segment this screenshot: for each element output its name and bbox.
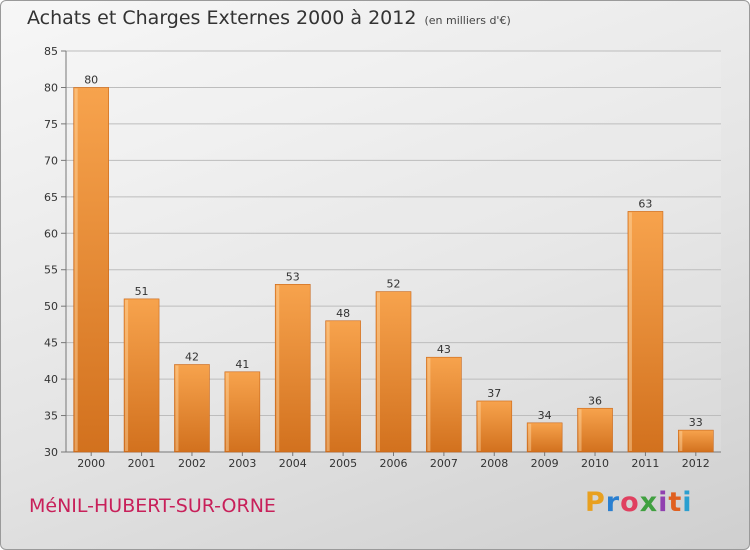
bar-2007 bbox=[426, 356, 462, 453]
x-tick-label: 2003 bbox=[228, 457, 256, 470]
y-tick-label: 65 bbox=[44, 191, 58, 204]
bar-highlight bbox=[628, 212, 632, 451]
data-label-2001: 51 bbox=[135, 285, 149, 298]
commune-name: MéNIL-HUBERT-SUR-ORNE bbox=[29, 495, 276, 517]
bar-2002 bbox=[174, 364, 210, 453]
y-tick-label: 70 bbox=[44, 154, 58, 167]
bar-highlight bbox=[276, 285, 280, 451]
labels: 30 35 40 45 50 55 60 65 70 75 80 85 80 2000 51 2001 42 20… bbox=[44, 45, 710, 470]
data-label-2004: 53 bbox=[286, 270, 300, 283]
data-label-2011: 63 bbox=[638, 197, 652, 210]
bar-highlight bbox=[477, 401, 481, 451]
data-label-2010: 36 bbox=[588, 394, 602, 407]
y-tick-label: 30 bbox=[44, 446, 58, 459]
chart-title-text: Achats et Charges Externes 2000 à 2012 bbox=[27, 7, 417, 29]
data-label-2006: 52 bbox=[387, 278, 401, 291]
chart-title: Achats et Charges Externes 2000 à 2012 (e… bbox=[27, 7, 511, 29]
bar-highlight bbox=[225, 372, 229, 451]
bar-2006 bbox=[375, 291, 412, 453]
x-tick-label: 2004 bbox=[279, 457, 307, 470]
x-tick-label: 2011 bbox=[631, 457, 659, 470]
bar-highlight bbox=[175, 365, 179, 451]
bar-2004 bbox=[274, 284, 311, 453]
bar-2005 bbox=[325, 320, 361, 453]
x-tick-label: 2010 bbox=[581, 457, 609, 470]
data-label-2009: 34 bbox=[538, 409, 552, 422]
y-tick-label: 50 bbox=[44, 300, 58, 313]
bar-2010 bbox=[577, 407, 613, 453]
bars bbox=[73, 87, 714, 453]
bar-highlight bbox=[326, 321, 330, 451]
bar-highlight bbox=[528, 423, 532, 451]
bar-highlight bbox=[578, 409, 582, 451]
x-tick-label: 2001 bbox=[128, 457, 156, 470]
proxiti-logo[interactable]: Proxiti bbox=[585, 487, 693, 518]
x-tick-label: 2009 bbox=[531, 457, 559, 470]
bar-highlight bbox=[74, 88, 78, 452]
data-label-2003: 41 bbox=[235, 358, 249, 371]
y-tick-label: 35 bbox=[44, 410, 58, 423]
bar-2012 bbox=[678, 429, 714, 453]
x-tick-label: 2006 bbox=[380, 457, 408, 470]
y-tick-label: 75 bbox=[44, 118, 58, 131]
x-tick-label: 2007 bbox=[430, 457, 458, 470]
x-tick-label: 2005 bbox=[329, 457, 357, 470]
data-label-2008: 37 bbox=[487, 387, 501, 400]
x-tick-label: 2002 bbox=[178, 457, 206, 470]
bar-2001 bbox=[123, 298, 160, 453]
y-tick-label: 60 bbox=[44, 227, 58, 240]
chart-subtitle: (en milliers d'€) bbox=[424, 14, 511, 27]
data-label-2002: 42 bbox=[185, 351, 199, 364]
y-tick-label: 40 bbox=[44, 373, 58, 386]
x-tick-label: 2000 bbox=[77, 457, 105, 470]
data-label-2012: 33 bbox=[689, 416, 703, 429]
bar-2003 bbox=[224, 371, 261, 453]
x-tick-label: 2012 bbox=[682, 457, 710, 470]
data-label-2007: 43 bbox=[437, 343, 451, 356]
bar-2008 bbox=[476, 400, 513, 453]
y-tick-label: 45 bbox=[44, 337, 58, 350]
y-tick-label: 80 bbox=[44, 81, 58, 94]
bar-2009 bbox=[526, 422, 563, 453]
bar-highlight bbox=[427, 358, 431, 451]
y-tick-label: 55 bbox=[44, 264, 58, 277]
data-label-2005: 48 bbox=[336, 307, 350, 320]
bar-highlight bbox=[377, 292, 380, 451]
data-label-2000: 80 bbox=[84, 73, 98, 86]
bar-highlight bbox=[679, 431, 683, 451]
y-tick-label: 85 bbox=[44, 45, 58, 58]
bar-2000 bbox=[73, 87, 109, 453]
bar-highlight bbox=[125, 299, 129, 451]
bar-2011 bbox=[627, 211, 664, 453]
x-tick-label: 2008 bbox=[480, 457, 508, 470]
